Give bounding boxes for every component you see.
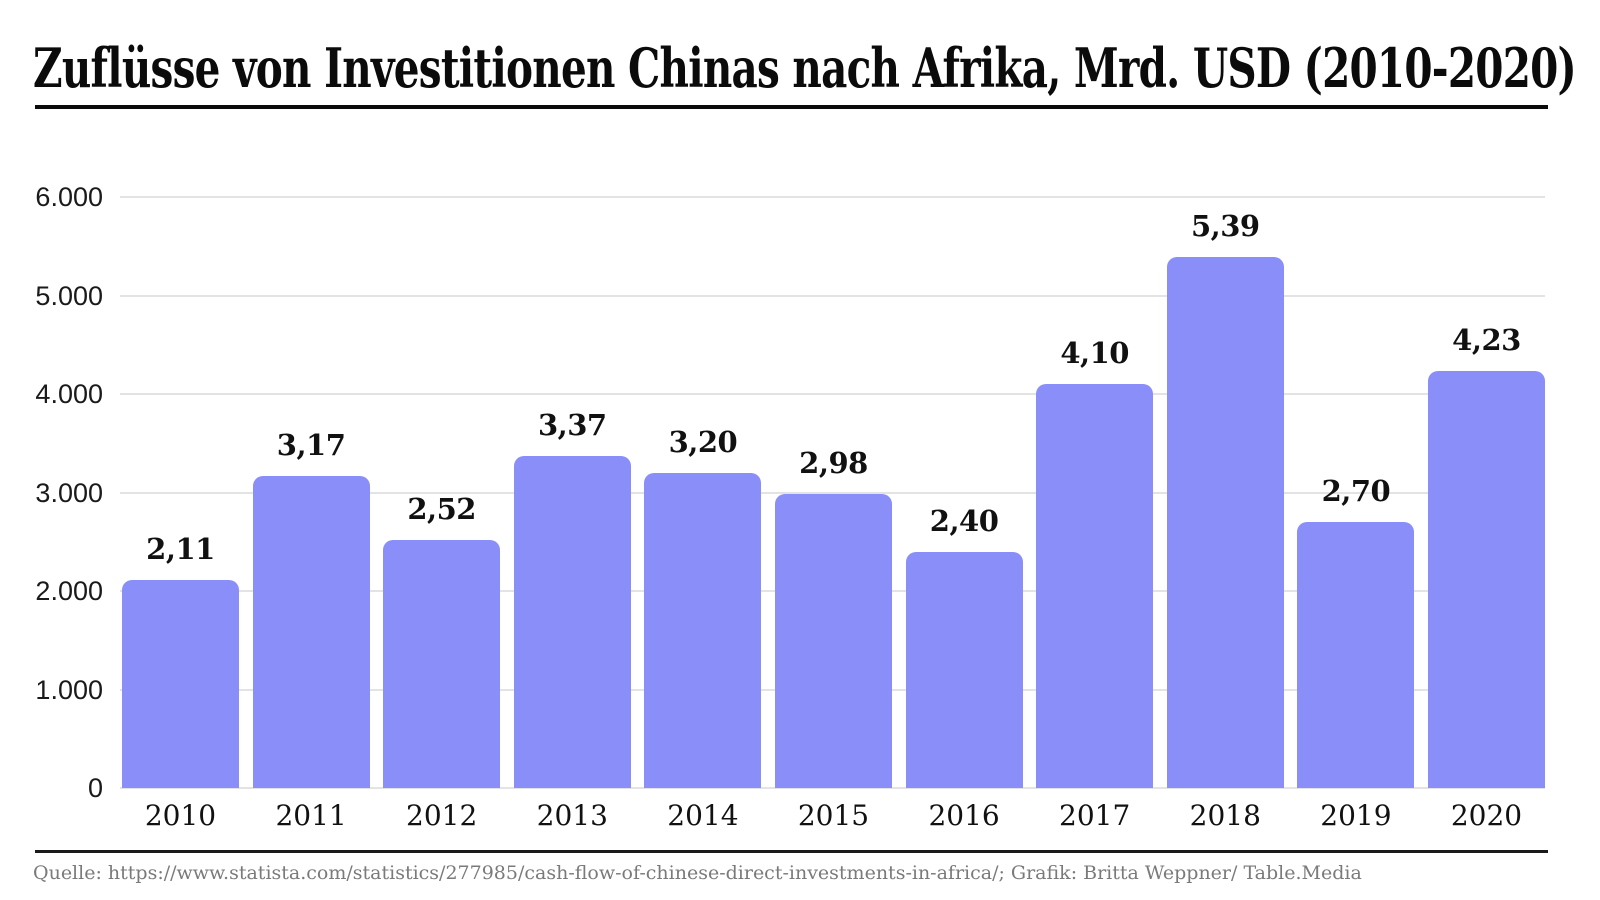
bar-2013 <box>513 456 631 788</box>
bar-value-label: 3,20 <box>668 424 738 459</box>
x-axis-label: 2011 <box>275 799 347 832</box>
x-axis-label: 2018 <box>1189 799 1261 832</box>
x-axis-label: 2015 <box>797 799 870 832</box>
gridline <box>120 294 1545 297</box>
bar-value-label: 2,98 <box>799 446 868 481</box>
bar-value-label: 4,23 <box>1452 323 1521 358</box>
x-axis-label: 2016 <box>928 799 1000 832</box>
footer-divider <box>35 850 1548 853</box>
x-axis-label: 2013 <box>536 799 608 832</box>
bar-2012 <box>383 539 501 788</box>
bar-value-label: 3,37 <box>537 408 607 443</box>
title-divider <box>35 105 1548 109</box>
bar-value-label: 2,40 <box>929 503 999 538</box>
bar-2014 <box>644 472 762 788</box>
x-axis-label: 2020 <box>1450 799 1523 832</box>
bar-2020 <box>1428 371 1545 788</box>
y-axis-tick-label: 6.000 <box>35 182 103 212</box>
y-axis-tick-label: 3.000 <box>35 477 103 508</box>
y-axis-tick-label: 4.000 <box>35 379 103 409</box>
x-axis-label: 2014 <box>667 799 739 832</box>
x-axis-label: 2017 <box>1059 799 1131 832</box>
bar-2016 <box>905 551 1023 788</box>
bar-value-label: 2,52 <box>407 491 476 526</box>
bar-value-label: 2,70 <box>1321 474 1391 509</box>
bar-2015 <box>775 494 892 788</box>
gridline <box>120 393 1545 395</box>
bar-value-label: 4,10 <box>1060 336 1129 371</box>
bar-2010 <box>122 580 239 788</box>
y-axis-tick-label: 2.000 <box>35 576 103 606</box>
gridline <box>120 196 1545 198</box>
gridline <box>120 491 1545 494</box>
y-axis-tick-label: 0 <box>87 773 103 803</box>
bar-2018 <box>1166 257 1284 788</box>
bar-2011 <box>252 475 370 788</box>
gridline <box>120 787 1545 789</box>
x-axis-label: 2012 <box>406 799 478 832</box>
bar-2019 <box>1297 522 1415 788</box>
bar-value-label: 5,39 <box>1190 209 1260 244</box>
bar-value-label: 2,11 <box>146 532 215 567</box>
chart-title: Zuflüsse von Investitionen Chinas nach A… <box>33 36 1577 100</box>
bar-value-label: 3,17 <box>276 427 346 462</box>
y-axis-tick-label: 1.000 <box>35 674 103 705</box>
y-axis-tick-label: 5.000 <box>35 280 103 311</box>
source-attribution: Quelle: https://www.statista.com/statist… <box>33 862 1362 884</box>
bar-2017 <box>1036 384 1154 788</box>
x-axis-label: 2010 <box>144 799 217 832</box>
x-axis-label: 2019 <box>1320 799 1392 832</box>
